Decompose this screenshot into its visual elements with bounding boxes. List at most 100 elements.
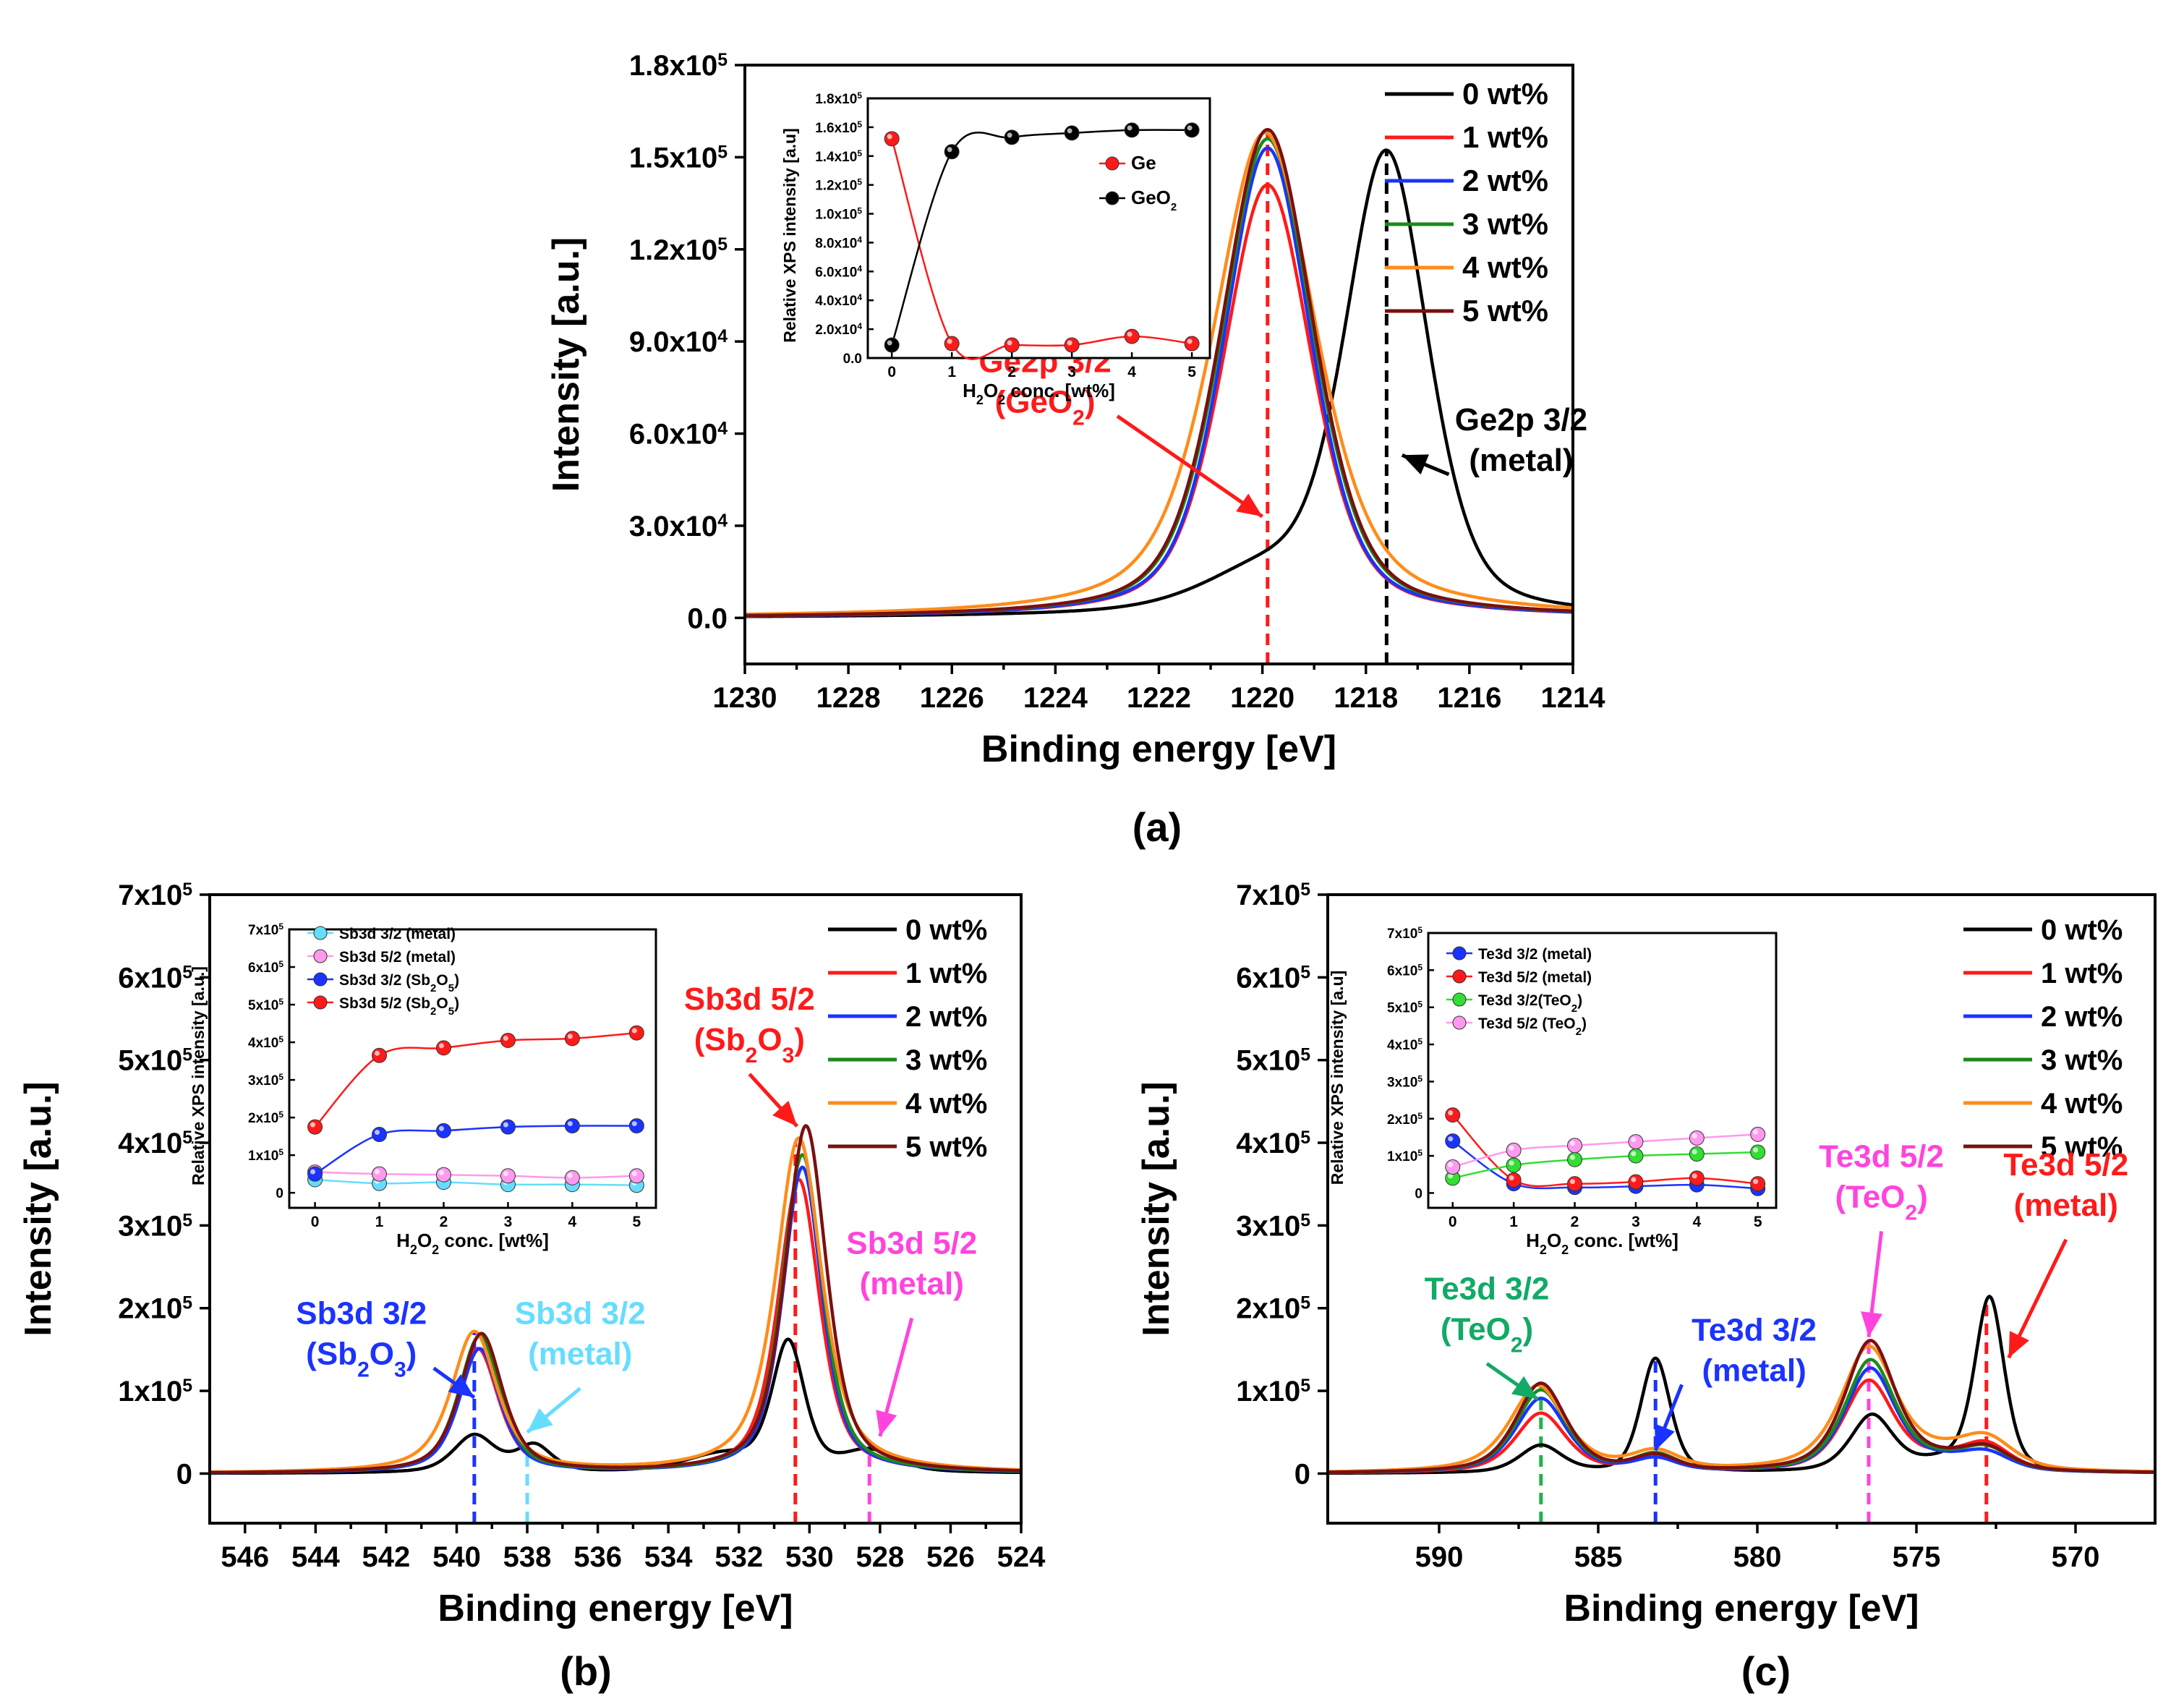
ytick-label-c-5: 5x105 [1236, 1045, 1310, 1077]
legend-label-b-5: 5 wt% [905, 1131, 987, 1163]
inset-a: 0 1 2 3 4 5 0.0 2.0x104 4.0x104 6.0x104 8.0x104 1.0… [780, 90, 1211, 407]
ytick-label-c-0: 0 [1294, 1458, 1310, 1490]
inset-point-shine-b-3-3 [503, 1035, 508, 1041]
annotation-b-1: Sb3d 3/2 (Sb2O3) [296, 1296, 476, 1400]
inset-xtick-label-b-2: 2 [440, 1214, 448, 1230]
annotation-text-a-1-1: (metal) [1469, 443, 1573, 478]
inset-ytick-label-a-8: 1.6x105 [815, 119, 862, 136]
ytick-label-a-2: 6.0x104 [629, 419, 728, 451]
inset-point-shine-b-3-2 [438, 1043, 444, 1049]
inset-ytick-label-c-2: 2x105 [1387, 1111, 1422, 1128]
inset-point-c-2-1 [1506, 1157, 1522, 1173]
inset-ytick-label-c-4: 4x105 [1387, 1036, 1422, 1053]
annotation-text-b-2-0: Sb3d 3/2 [515, 1296, 646, 1332]
inset-point-shine-b-1-5 [631, 1171, 637, 1177]
legend-a: 0 wt% 1 wt% 2 wt% 3 wt% 4 wt% 5 wt% [1385, 77, 1548, 328]
inset-point-c-1-2 [1567, 1176, 1583, 1192]
annotation-arrow-a-0 [1116, 414, 1264, 519]
legend-label-a-3: 3 wt% [1462, 207, 1548, 241]
inset-point-c-0-0 [1445, 1133, 1461, 1149]
ylabel-a: Intensity [a.u.] [545, 237, 587, 492]
inset-c: 0 1 2 3 4 5 0 1x105 2x105 3x105 4x105 5x105 6x105 7x1… [1328, 925, 1778, 1257]
annotation-text-b-0-0: Sb3d 5/2 [684, 981, 815, 1017]
inset-ytick-label-b-3: 3x105 [248, 1072, 283, 1089]
inset-legend-label-a-0: Ge [1131, 152, 1156, 174]
annotation-b-3: Sb3d 5/2 (metal) [846, 1225, 977, 1437]
xtick-label-c-2: 580 [1733, 1541, 1782, 1573]
ytick-label-b-5: 5x105 [118, 1045, 192, 1077]
inset-point-a-0-1 [944, 336, 960, 352]
inset-point-shine-a-0-4 [1127, 331, 1132, 337]
ytick-label-c-6: 6x105 [1236, 962, 1310, 994]
inset-point-b-3-0 [307, 1119, 323, 1135]
inset-point-b-3-5 [628, 1025, 644, 1041]
inset-frame-b [288, 928, 657, 1209]
annotation-arrow-c-0-head [1511, 1376, 1538, 1400]
inset-point-b-1-5 [628, 1168, 644, 1184]
inset-point-shine-b-2-0 [310, 1169, 316, 1175]
annotation-arrow-c-2 [1861, 1231, 1884, 1338]
annotation-text-c-0-1: (TeO2) [1441, 1311, 1533, 1357]
legend-b: 0 wt% 1 wt% 2 wt% 3 wt% 4 wt% 5 wt% [828, 914, 987, 1163]
annotation-arrow-b-0 [748, 1073, 799, 1128]
inset-point-a-0-0 [884, 131, 900, 147]
annotation-b-0: Sb3d 5/2 (Sb2O3) [684, 981, 815, 1128]
xtick-label-c-1: 585 [1574, 1541, 1623, 1573]
inset-ytick-label-b-6: 6x105 [248, 959, 283, 976]
inset-point-shine-c-3-0 [1448, 1162, 1454, 1168]
legend-label-c-3: 3 wt% [2041, 1044, 2123, 1076]
inset-point-b-2-0 [307, 1166, 323, 1182]
annotation-c-0: Te3d 3/2 (TeO2) [1425, 1271, 1549, 1401]
chart-c: 590 585 580 575 570 0 1x105 2x105 3x105 4x105 5x10… [1135, 879, 2157, 1630]
inset-point-shine-a-0-2 [1007, 340, 1012, 346]
legend-label-b-2: 2 wt% [905, 1001, 987, 1033]
inset-point-c-3-1 [1506, 1142, 1522, 1158]
inset-frame-a [866, 97, 1211, 359]
inset-point-shine-b-2-1 [375, 1130, 380, 1136]
inset-legend-marker-b-2 [313, 972, 328, 987]
inset-point-a-1-2 [1004, 129, 1020, 145]
xtick-label-a-2: 1226 [920, 682, 984, 714]
ytick-label-a-4: 1.2x105 [629, 234, 728, 266]
annotation-b-2: Sb3d 3/2 (metal) [515, 1296, 646, 1434]
inset-legend-label-b-0: Sb3d 3/2 (metal) [339, 926, 456, 942]
inset-point-a-1-5 [1184, 122, 1200, 138]
annotation-text-c-3-1: (metal) [2014, 1188, 2118, 1223]
inset-legend-label-c-1: Te3d 5/2 (metal) [1478, 969, 1592, 986]
inset-point-shine-a-1-1 [947, 147, 952, 153]
series-a-4 [745, 131, 1573, 616]
legend-label-a-0: 0 wt% [1462, 77, 1548, 111]
inset-xtick-label-b-3: 3 [504, 1214, 513, 1230]
inset-point-shine-b-1-3 [503, 1171, 508, 1177]
inset-point-shine-b-3-1 [375, 1050, 380, 1056]
xtick-label-b-4: 538 [503, 1541, 552, 1573]
inset-point-a-1-4 [1124, 122, 1140, 138]
inset-ytick-label-a-3: 6.0x104 [815, 263, 862, 280]
inset-ytick-label-a-7: 1.4x105 [815, 148, 862, 165]
xtick-label-b-10: 526 [926, 1541, 975, 1573]
ytick-label-b-2: 2x105 [118, 1293, 192, 1325]
xtick-label-b-7: 532 [715, 1541, 763, 1573]
annotation-c-1: Te3d 3/2 (metal) [1653, 1312, 1817, 1452]
legend-label-c-2: 2 wt% [2041, 1001, 2123, 1033]
xtick-label-a-8: 1214 [1541, 682, 1606, 714]
inset-point-shine-a-0-3 [1067, 340, 1072, 346]
inset-ytick-label-a-2: 4.0x104 [815, 292, 862, 309]
annotation-arrow-c-3 [2007, 1238, 2068, 1359]
inset-point-b-3-4 [564, 1031, 580, 1047]
annotation-text-c-1-1: (metal) [1702, 1352, 1806, 1388]
inset-point-c-3-0 [1445, 1159, 1461, 1175]
inset-ytick-label-b-7: 7x105 [248, 921, 283, 938]
xtick-label-b-1: 544 [291, 1541, 340, 1573]
annotation-arrow-b-3 [876, 1317, 914, 1437]
annotation-c-2: Te3d 5/2 (TeO2) [1819, 1138, 1944, 1338]
inset-point-shine-a-1-2 [1007, 132, 1012, 138]
annotation-text-b-1-1: (Sb2O3) [306, 1337, 417, 1382]
panel-c-caption: (c) [1741, 1648, 1791, 1694]
inset-ytick-label-a-1: 2.0x104 [815, 321, 862, 338]
inset-point-b-3-1 [372, 1047, 388, 1063]
inset-legend-label-c-3: Te3d 5/2 (TeO2) [1478, 1015, 1587, 1038]
inset-point-b-1-4 [564, 1170, 580, 1185]
xtick-label-b-6: 534 [644, 1541, 693, 1573]
inset-point-shine-c-3-4 [1692, 1133, 1697, 1138]
